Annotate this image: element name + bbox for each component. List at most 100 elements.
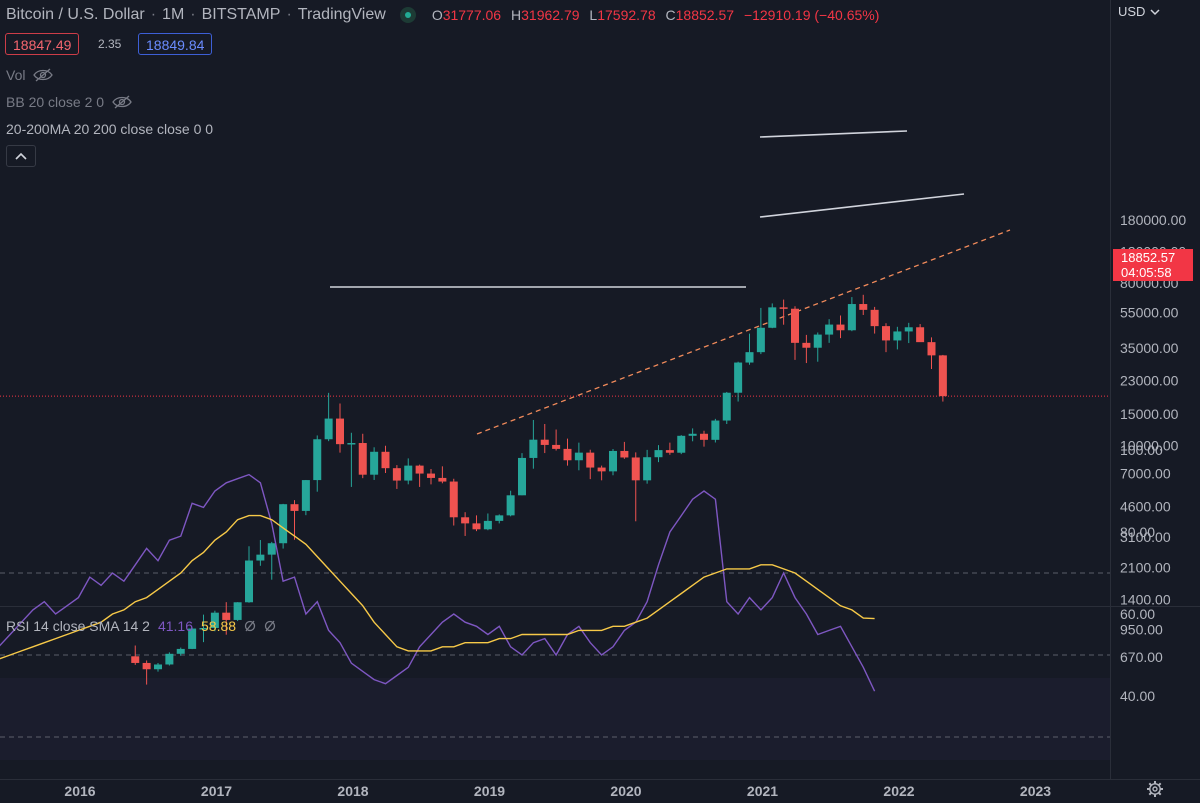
sell-button[interactable]: 18847.49: [5, 33, 80, 55]
candle-body: [870, 309, 879, 327]
candle: [654, 445, 663, 463]
candle: [916, 324, 925, 343]
candle-body: [154, 664, 162, 670]
candle: [506, 490, 515, 517]
candle: [427, 469, 435, 485]
candle-body: [301, 480, 310, 511]
time-axis-label: 2022: [883, 783, 914, 799]
candle: [836, 315, 845, 339]
candle: [802, 334, 811, 364]
market-status-icon[interactable]: [399, 7, 416, 23]
candle-body: [233, 602, 242, 620]
rsi-band-lines: [0, 572, 1110, 738]
candle: [768, 303, 777, 329]
candle-body: [438, 477, 447, 482]
candle-body: [734, 362, 743, 393]
candle: [631, 452, 640, 522]
symbol-header[interactable]: Bitcoin / U.S. Dollar · 1M · BITSTAMP · …: [6, 4, 879, 26]
trendlines: [330, 130, 1011, 435]
price-scale[interactable]: 180000.00120000.0080000.0055000.0035000.…: [1120, 212, 1186, 665]
indicator-bb-label: BB 20 close 2 0: [6, 94, 105, 110]
high-value: 31962.79: [521, 7, 580, 23]
interval-label: 1M: [162, 6, 185, 23]
channel-lower-line: [759, 193, 965, 218]
candle: [233, 602, 242, 622]
candle: [279, 503, 288, 549]
rsi-scale[interactable]: 100.00 80.00 60.00 40.00: [1120, 442, 1163, 704]
indicator-vol-label: Vol: [6, 67, 26, 83]
candle: [779, 299, 788, 325]
high-label: H: [511, 7, 522, 23]
candle-body: [540, 439, 549, 445]
candle-body: [779, 307, 788, 309]
candle-body: [176, 648, 185, 654]
candle: [210, 610, 219, 632]
source-label: TradingView: [297, 6, 386, 23]
candle: [256, 540, 265, 566]
indicator-ma-label: 20-200MA 20 200 close close 0 0: [6, 121, 214, 137]
candle: [700, 430, 708, 447]
rsi-line: [0, 473, 876, 692]
hidden-icon[interactable]: [264, 620, 276, 632]
price-scale-label: 15000.00: [1120, 406, 1179, 422]
candle: [461, 512, 470, 536]
rsi-value: 41.16: [157, 618, 194, 634]
candle-body: [415, 465, 424, 474]
candle-body: [791, 308, 799, 343]
candle-body: [518, 457, 526, 496]
support-trendline: [476, 229, 1011, 435]
indicator-bb[interactable]: BB 20 close 2 0: [6, 94, 132, 110]
currency-selector[interactable]: USD: [1118, 4, 1161, 19]
candle-body: [392, 468, 401, 481]
indicator-vol[interactable]: Vol: [6, 67, 54, 83]
candle: [563, 438, 572, 466]
candle-body: [529, 439, 538, 458]
time-axis[interactable]: 2016 2017 2018 2019 2020 2021 2022 2023: [64, 783, 1051, 799]
candle-body: [256, 554, 265, 561]
candle-body: [483, 520, 492, 530]
hidden-eye-icon[interactable]: [112, 95, 132, 109]
candle: [176, 647, 185, 656]
indicator-ma[interactable]: 20-200MA 20 200 close close 0 0: [6, 121, 213, 137]
currency-label: USD: [1118, 4, 1146, 19]
candle-body: [859, 304, 868, 310]
candles: [131, 294, 947, 685]
collapse-legend-button[interactable]: [6, 145, 36, 167]
candle-body: [904, 327, 913, 332]
price-scale-label: 35000.00: [1120, 340, 1179, 356]
rsi-legend[interactable]: RSI 14 close SMA 14 2 41.16 58.88: [6, 618, 276, 634]
candle-body: [506, 495, 515, 516]
candle-body: [643, 457, 652, 481]
candle: [825, 319, 834, 343]
hidden-icon[interactable]: [244, 620, 256, 632]
candle-body: [836, 324, 845, 331]
candle-body: [245, 560, 253, 603]
candle: [677, 435, 686, 455]
price-scale-label: 180000.00: [1120, 212, 1186, 228]
candle-body: [768, 307, 777, 328]
candle-body: [620, 450, 629, 458]
candle-body: [381, 451, 390, 469]
candle: [165, 652, 174, 666]
candle: [483, 513, 492, 531]
candle: [495, 514, 504, 524]
price-scale-label: 950.00: [1120, 622, 1163, 638]
time-axis-label: 2021: [747, 783, 778, 799]
hidden-eye-icon[interactable]: [33, 68, 54, 82]
ohlc-values: O31777.06 H31962.79 L17592.78 C18852.57 …: [426, 7, 880, 23]
candle: [188, 627, 197, 650]
channel-upper-line: [759, 130, 908, 138]
candle: [870, 306, 879, 334]
candle: [199, 614, 208, 643]
candle-body: [665, 450, 674, 453]
candle-body: [893, 331, 902, 341]
candle: [313, 435, 322, 492]
candle-body: [916, 327, 925, 343]
candle: [415, 464, 424, 487]
candle: [574, 442, 583, 471]
rsi-band-fill: [0, 678, 1110, 760]
buy-button[interactable]: 18849.84: [138, 33, 213, 55]
settings-gear-icon[interactable]: [1146, 780, 1164, 798]
candle: [552, 429, 561, 451]
